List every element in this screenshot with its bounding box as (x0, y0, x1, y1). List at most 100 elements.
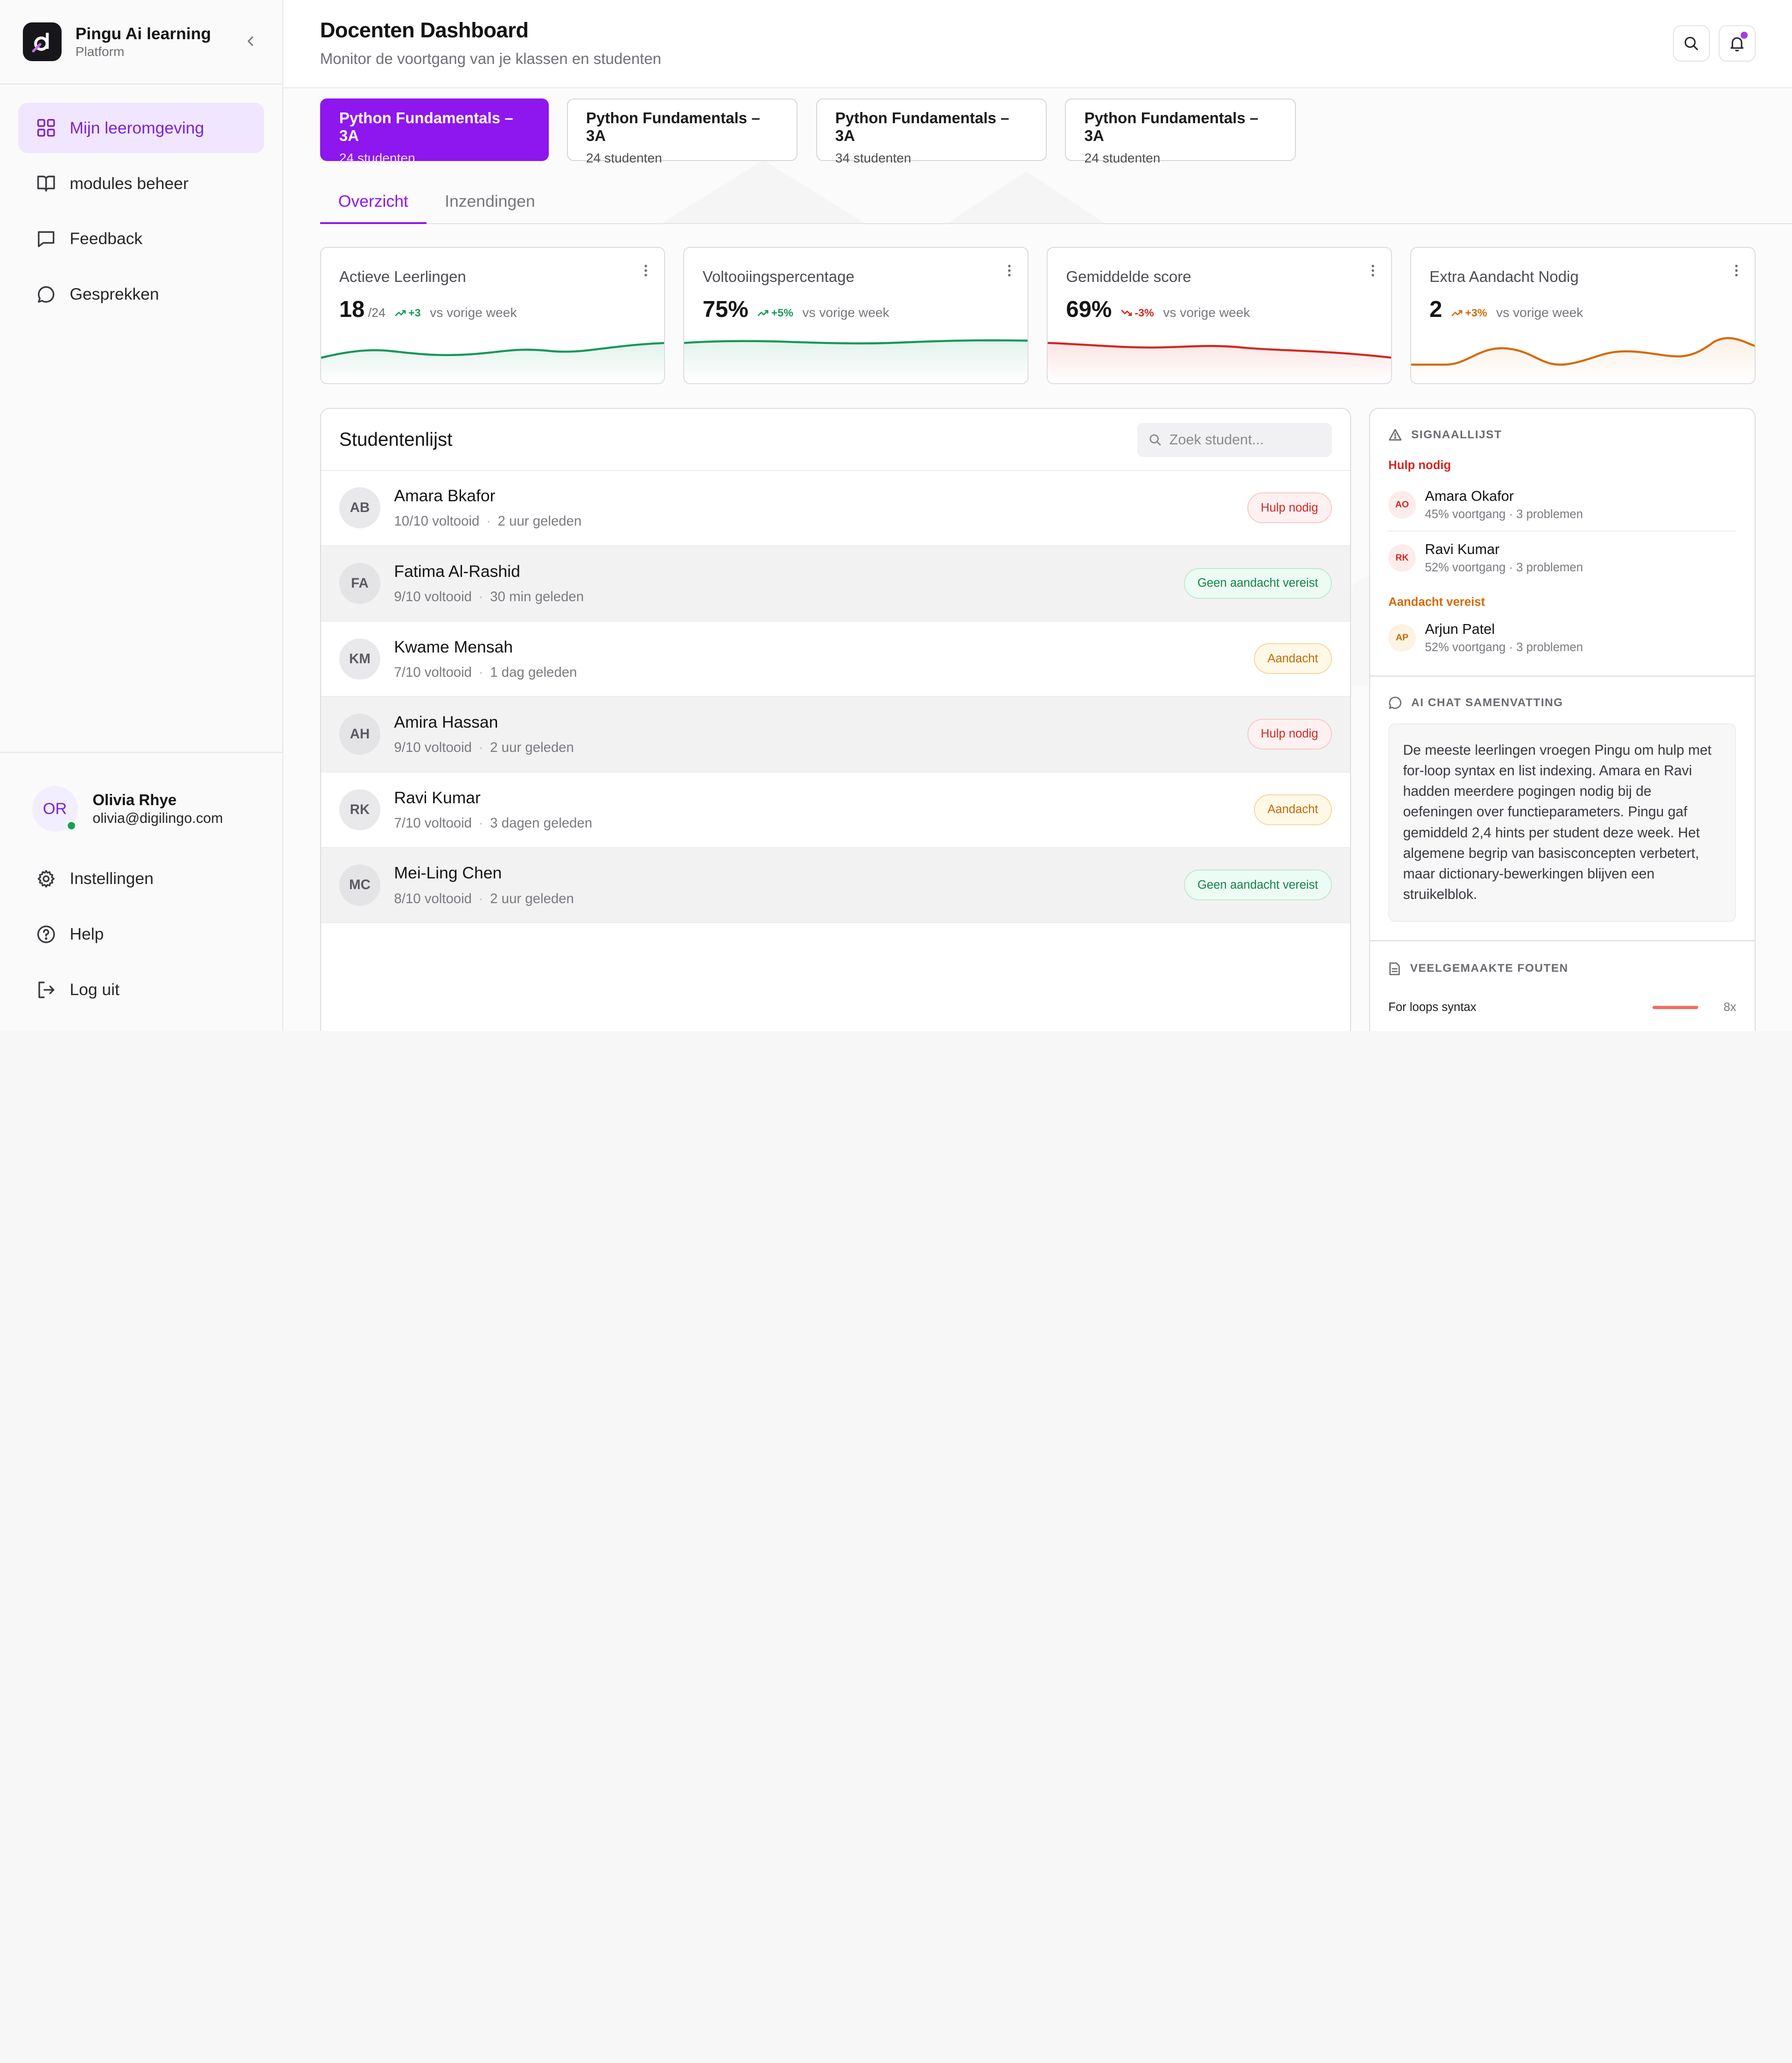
class-card[interactable]: Python Fundamentals – 3A 24 studenten (320, 98, 549, 165)
main-content: Docenten Dashboard Monitor de voortgang … (283, 0, 1792, 1031)
brand-name: Pingu Ai learning (75, 24, 211, 43)
student-last-active: 1 dag geleden (490, 664, 577, 680)
common-errors-title: VEELGEMAAKTE FOUTEN (1410, 962, 1568, 975)
status-badge: Geen aandacht vereist (1184, 568, 1332, 599)
table-row[interactable]: MC Mei-Ling Chen 8/10 voltooid · 2 uur gel… (321, 848, 1350, 924)
student-progress: 8/10 voltooid (394, 891, 472, 906)
nav-item-gesprekken[interactable]: Gesprekken (18, 269, 264, 320)
table-row[interactable]: FA Fatima Al-Rashid 9/10 voltooid · 30 min… (321, 546, 1350, 622)
student-last-active: 30 min geleden (490, 589, 584, 605)
signal-meta: 45% voortgang · 3 problemen (1425, 508, 1583, 521)
kpi-delta: +3% (1451, 307, 1487, 319)
avatar: MC (339, 864, 381, 906)
kpi-value: 75% (702, 297, 749, 323)
common-errors-section: VEELGEMAAKTE FOUTEN For loops syntax 8x (1370, 941, 1755, 1014)
kpi-delta: +5% (757, 307, 793, 319)
section-divider (1370, 675, 1755, 677)
sidebar-footer: OR Olivia Rhye olivia@digilingo.com Inst… (0, 752, 283, 1031)
more-vertical-icon[interactable] (1734, 264, 1739, 277)
brand-header: Pingu Ai learning Platform (0, 0, 283, 85)
more-vertical-icon[interactable] (1371, 264, 1375, 277)
status-badge: Geen aandacht vereist (1184, 870, 1332, 901)
ai-summary-text: De meeste leerlingen vroegen Pingu om hu… (1388, 723, 1736, 922)
error-frequency-bar (1652, 1005, 1699, 1010)
nav-item-modules-beheer[interactable]: modules beheer (18, 158, 264, 209)
page-title: Docenten Dashboard (320, 18, 529, 42)
signal-list-section: SIGNAALLIJST Hulp nodig AO Amara Okafor … (1370, 409, 1755, 671)
class-name: Python Fundamentals – 3A (1084, 109, 1259, 145)
more-vertical-icon[interactable] (644, 264, 648, 277)
file-text-icon (1389, 962, 1400, 975)
student-search (1137, 422, 1332, 457)
class-card[interactable]: Python Fundamentals – 3A 24 studenten (1065, 98, 1296, 165)
signal-item[interactable]: AO Amara Okafor 45% voortgang · 3 proble… (1388, 479, 1736, 532)
page-header: Docenten Dashboard Monitor de voortgang … (283, 0, 1792, 88)
kpi-comparison: vs vorige week (1163, 305, 1250, 320)
class-card[interactable]: Python Fundamentals – 3A 34 studenten (816, 98, 1047, 165)
nav-label: Mijn leeromgeving (70, 118, 204, 137)
nav-item-mijn-leeromgeving[interactable]: Mijn leeromgeving (18, 103, 265, 154)
ai-summary-title: AI CHAT SAMENVATTING (1411, 696, 1563, 709)
student-name: Ravi Kumar (394, 788, 481, 807)
kpi-label: Actieve Leerlingen (339, 268, 466, 286)
alert-triangle-icon (1389, 429, 1402, 441)
class-name: Python Fundamentals – 3A (835, 109, 1009, 145)
tab-inzendingen[interactable]: Inzendingen (445, 192, 535, 211)
search-button[interactable] (1673, 25, 1710, 62)
table-row[interactable]: AH Amira Hassan 9/10 voltooid · 2 uur gele… (321, 697, 1350, 773)
student-name: Amira Hassan (394, 713, 498, 732)
notifications-button[interactable] (1719, 25, 1756, 62)
signal-meta: 52% voortgang · 3 problemen (1425, 561, 1583, 574)
collapse-sidebar-button[interactable] (239, 30, 262, 53)
tab-overzicht[interactable]: Overzicht (320, 181, 427, 224)
grid-icon (37, 119, 56, 137)
signal-item[interactable]: AP Arjun Patel 52% voortgang · 3 problem… (1388, 611, 1736, 664)
help-needed-label: Hulp nodig (1388, 458, 1451, 472)
student-name: Kwame Mensah (394, 637, 513, 656)
more-vertical-icon[interactable] (1007, 264, 1012, 277)
class-count: 24 studenten (586, 150, 662, 165)
table-row[interactable]: AB Amara Bkafor 10/10 voltooid · 2 uur gel… (321, 471, 1350, 547)
error-label: For loops syntax (1388, 1001, 1477, 1014)
kpi-label: Gemiddelde score (1066, 268, 1191, 286)
sparkline-chart (321, 342, 665, 383)
nav-label: modules beheer (70, 174, 189, 193)
kpi-card-actieve-leerlingen: Actieve Leerlingen 18 /24 +3 vs vorige w… (320, 246, 665, 384)
signal-item[interactable]: RK Ravi Kumar 52% voortgang · 3 probleme… (1388, 532, 1736, 584)
signal-name: Amara Okafor (1425, 488, 1514, 504)
notification-dot (1741, 32, 1748, 39)
nav-label: Feedback (70, 229, 143, 248)
insights-panel: SIGNAALLIJST Hulp nodig AO Amara Okafor … (1369, 408, 1756, 1031)
avatar: OR (32, 786, 78, 832)
book-icon (37, 175, 56, 192)
user-email: olivia@digilingo.com (92, 810, 223, 827)
kpi-delta: -3% (1121, 307, 1154, 319)
nav-item-instellingen[interactable]: Instellingen (18, 854, 264, 904)
nav-item-log-uit[interactable]: Log uit (18, 964, 264, 1015)
nav-item-feedback[interactable]: Feedback (18, 214, 264, 264)
trend-up-icon (1451, 310, 1463, 316)
kpi-total: /24 (368, 306, 386, 320)
nav-item-help[interactable]: Help (18, 909, 264, 960)
kpi-comparison: vs vorige week (802, 305, 889, 320)
nav-label: Gesprekken (70, 285, 159, 304)
user-profile[interactable]: OR Olivia Rhye olivia@digilingo.com (18, 785, 264, 833)
class-selector: Python Fundamentals – 3A 24 studenten Py… (320, 98, 1296, 165)
user-name: Olivia Rhye (92, 791, 177, 809)
table-row[interactable]: KM Kwame Mensah 7/10 voltooid · 1 dag gele… (321, 622, 1350, 697)
help-circle-icon (37, 925, 56, 943)
view-tabs: Overzicht Inzendingen (320, 181, 1792, 224)
student-list-card: Studentenlijst AB Amara Bkafor 10/10 vol… (320, 408, 1351, 1031)
error-item: For loops syntax 8x (1388, 1001, 1736, 1014)
status-badge: Aandacht (1254, 643, 1332, 674)
student-last-active: 2 uur geleden (490, 891, 574, 906)
kpi-cards: Actieve Leerlingen 18 /24 +3 vs vorige w… (320, 246, 1756, 384)
avatar: RK (339, 789, 381, 830)
message-square-icon (38, 231, 55, 247)
class-card[interactable]: Python Fundamentals – 3A 24 studenten (567, 98, 798, 165)
section-divider (1370, 940, 1755, 941)
table-row[interactable]: RK Ravi Kumar 7/10 voltooid · 3 dagen gele… (321, 772, 1350, 848)
search-input[interactable] (1169, 431, 1318, 448)
attention-required-label: Aandacht vereist (1388, 596, 1485, 609)
kpi-card-gemiddelde-score: Gemiddelde score 69% -3% vs vorige week (1047, 246, 1392, 384)
